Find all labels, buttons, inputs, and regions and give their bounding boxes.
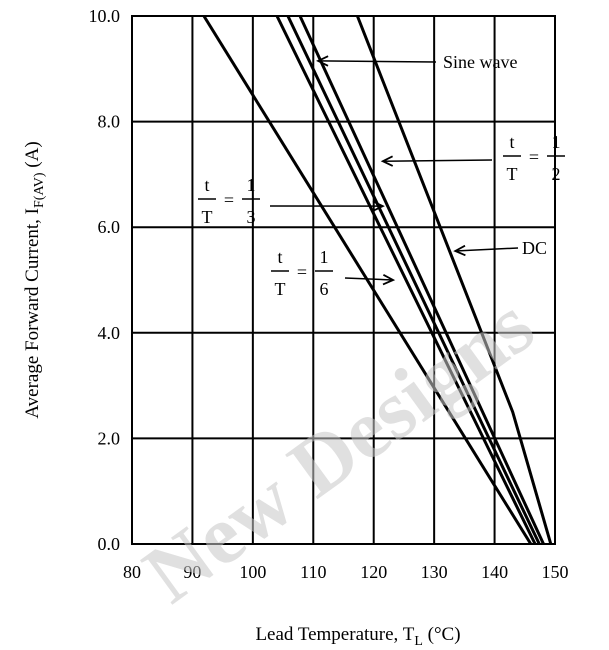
arrow-head (316, 55, 329, 67)
x-axis-label: Lead Temperature, TL (°C) (255, 624, 460, 649)
y-axis-label: Average Forward Current, IF(AV) (A) (22, 141, 47, 418)
x-tick-labels: 80 90 100 110 120 130 140 150 (123, 562, 569, 582)
series-line-5 (356, 15, 553, 545)
y-tick-label: 8.0 (98, 112, 121, 132)
equals-sign: = (224, 190, 234, 210)
arrow-head (372, 200, 385, 212)
y-tick-label: 6.0 (98, 217, 121, 237)
ratio-numerator: 1 (552, 132, 561, 152)
ratio-numerator: 1 (320, 247, 329, 267)
ratio-denominator: 2 (552, 164, 561, 184)
fraction-numerator: t (204, 175, 209, 195)
annotation-duty-half: t T = 1 2 (380, 132, 565, 184)
y-tick-labels: 0.0 2.0 4.0 6.0 8.0 10.0 (89, 6, 121, 554)
arrow-head (380, 155, 394, 167)
x-tick-label: 150 (542, 562, 569, 582)
series-line-2 (275, 15, 537, 545)
y-tick-label: 2.0 (98, 428, 121, 448)
fraction-denominator: T (507, 164, 518, 184)
plot-frame (131, 15, 556, 545)
y-tick-label: 4.0 (98, 323, 121, 343)
annotation-arrow (382, 159, 493, 162)
annotation-arrow (318, 60, 437, 63)
annotation-label: Sine wave (443, 52, 517, 72)
annotations-group: Sine wave t T = 1 2 t T = 1 3 DC (198, 52, 565, 299)
annotation-duty-sixth: t T = 1 6 (271, 247, 396, 299)
series-line-1 (202, 15, 533, 545)
y-tick-label: 0.0 (98, 534, 121, 554)
equals-sign: = (297, 262, 307, 282)
fraction-denominator: T (275, 279, 286, 299)
series-group (202, 15, 553, 545)
x-tick-label: 120 (360, 562, 387, 582)
annotation-arrow (455, 247, 519, 252)
grid-lines (132, 16, 555, 544)
ratio-denominator: 6 (320, 279, 329, 299)
annotation-arrow (344, 277, 394, 281)
x-tick-label: 140 (481, 562, 508, 582)
annotation-dc: DC (453, 238, 547, 258)
fraction-numerator: t (277, 247, 282, 267)
series-line-4 (298, 15, 545, 545)
arrow-head (382, 274, 396, 286)
x-tick-label: 80 (123, 562, 141, 582)
arrow-head (453, 244, 466, 257)
y-tick-label: 10.0 (89, 6, 121, 26)
annotation-duty-third: t T = 1 3 (198, 175, 385, 227)
equals-sign: = (529, 147, 539, 167)
ratio-numerator: 1 (247, 175, 256, 195)
annotation-sine-wave: Sine wave (316, 52, 517, 72)
fraction-numerator: t (509, 132, 514, 152)
fraction-denominator: T (202, 207, 213, 227)
x-tick-label: 130 (421, 562, 448, 582)
x-tick-label: 100 (239, 562, 266, 582)
annotation-label: DC (522, 238, 547, 258)
ratio-denominator: 3 (247, 207, 256, 227)
x-tick-label: 110 (300, 562, 326, 582)
x-tick-label: 90 (183, 562, 201, 582)
series-line-3 (286, 15, 541, 545)
